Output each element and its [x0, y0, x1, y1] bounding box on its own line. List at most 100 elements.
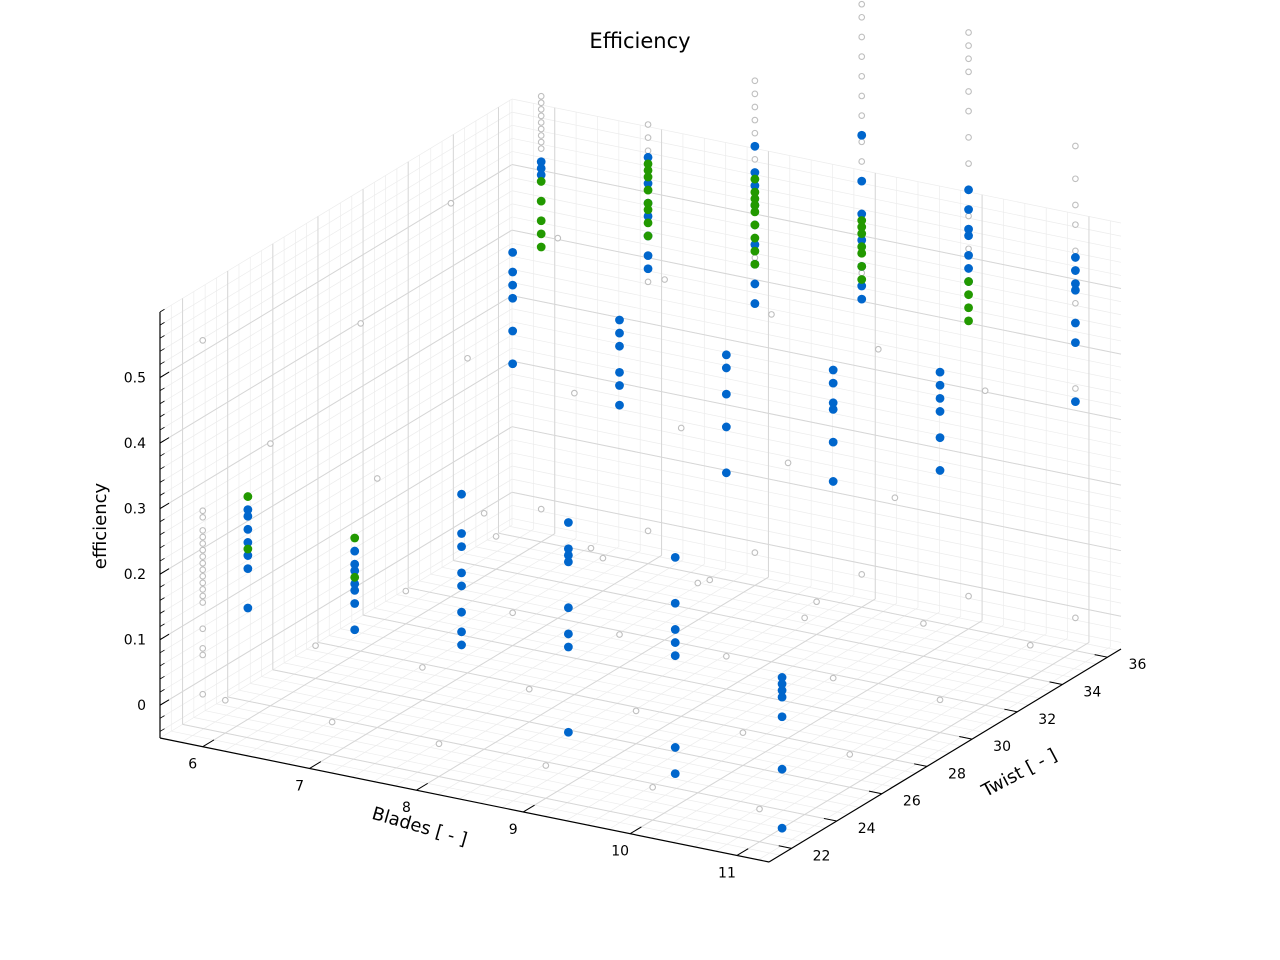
back-wall-grid-line — [511, 413, 1122, 538]
data-point-highlighted-designs — [643, 166, 653, 175]
data-point-other-designs — [1072, 385, 1079, 392]
floor-grid-line — [430, 573, 1040, 699]
left-wall-grid-line — [159, 98, 513, 313]
data-point-selected-designs — [563, 727, 573, 737]
data-point-other-designs — [571, 389, 578, 397]
back-wall-grid-line — [511, 216, 1122, 342]
y-tick-label: 34 — [1083, 685, 1101, 701]
data-point-highlighted-designs — [643, 159, 653, 169]
data-point-other-designs — [891, 494, 899, 502]
data-point-other-designs — [965, 42, 972, 49]
z-minor-tick — [159, 689, 165, 693]
data-point-selected-designs — [721, 363, 731, 373]
floor-grid-line — [441, 566, 1052, 692]
left-wall-grid-line — [159, 229, 513, 444]
data-point-other-designs — [1072, 142, 1079, 150]
data-point-other-designs — [751, 156, 759, 163]
data-point-selected-designs — [721, 389, 731, 399]
floor-grid-line — [453, 560, 1063, 685]
z-tick-label: 0.2 — [124, 567, 146, 583]
data-point-other-designs — [199, 572, 207, 580]
left-wall-grid-line — [159, 190, 513, 405]
floor-grid-line — [419, 580, 1029, 706]
z-minor-tick — [159, 361, 165, 365]
data-point-other-designs — [199, 592, 207, 600]
data-point-highlighted-designs — [857, 275, 867, 284]
back-wall-grid-line — [511, 518, 1122, 643]
data-point-selected-designs — [536, 170, 546, 180]
floor-grid-line — [408, 587, 1018, 713]
ticks-layer: 6 7 8 9 10 11 22 24 26 28 30 32 34 36 0 0.1 0.2 0.3 0.4 0.5 — [124, 371, 1147, 882]
z-minor-tick — [159, 453, 165, 457]
data-point-selected-designs — [750, 240, 760, 250]
z-minor-tick — [159, 715, 165, 719]
data-point-selected-designs — [721, 422, 731, 432]
left-wall-grid-line — [159, 518, 513, 732]
data-point-selected-designs — [828, 437, 838, 447]
data-point-other-designs — [199, 579, 207, 587]
data-point-selected-designs — [670, 743, 680, 752]
left-wall-grid-line — [159, 413, 513, 627]
x-tick-mark — [523, 804, 535, 813]
floor-grid-line — [498, 532, 1108, 658]
data-point-highlighted-designs — [857, 222, 867, 232]
data-point-selected-designs — [243, 511, 253, 521]
back-wall-grid-line — [511, 164, 1122, 290]
back-wall-grid-line — [511, 282, 1122, 407]
data-point-selected-designs — [828, 398, 838, 408]
floor-grid-line — [223, 537, 577, 752]
data-point-other-designs — [751, 90, 759, 98]
data-point-highlighted-designs — [857, 229, 867, 238]
data-point-other-designs — [965, 68, 972, 76]
data-point-other-designs — [537, 505, 545, 513]
z-minor-tick — [159, 400, 165, 405]
data-point-selected-designs — [670, 769, 680, 779]
data-point-other-designs — [751, 129, 759, 137]
floor-grid-line — [362, 614, 973, 740]
back-wall-grid-line — [511, 347, 1122, 473]
floor-grid-line — [216, 703, 826, 829]
data-point-other-designs — [661, 276, 668, 283]
data-point-highlighted-designs — [750, 200, 760, 210]
floor-grid-line — [171, 730, 781, 856]
data-point-other-designs — [858, 571, 866, 578]
data-point-other-designs — [419, 664, 426, 671]
data-point-selected-designs — [1071, 338, 1080, 348]
data-point-selected-designs — [643, 179, 653, 188]
data-point-other-designs — [739, 729, 747, 737]
data-point-other-designs — [221, 696, 229, 704]
floor-grid-line — [340, 628, 950, 754]
data-point-other-designs — [537, 112, 545, 120]
data-point-other-designs — [1072, 201, 1079, 209]
data-point-selected-designs — [1071, 253, 1080, 262]
left-wall-grid-line — [159, 282, 513, 496]
data-point-selected-designs — [457, 607, 466, 617]
data-point-selected-designs — [457, 529, 466, 538]
left-wall-grid-line — [159, 138, 513, 352]
data-point-highlighted-designs — [643, 185, 653, 195]
data-point-other-designs — [1072, 175, 1079, 183]
data-point-selected-designs — [457, 627, 466, 637]
left-wall-grid-line — [159, 334, 513, 549]
data-point-selected-designs — [750, 168, 760, 177]
data-point-other-designs — [858, 72, 866, 80]
axes-layer — [159, 308, 1122, 863]
z-minor-tick — [159, 557, 165, 562]
data-point-selected-designs — [1071, 397, 1080, 407]
data-point-selected-designs — [243, 551, 253, 560]
data-point-highlighted-designs — [536, 242, 546, 252]
data-point-other-designs — [858, 158, 866, 165]
data-point-other-designs — [756, 805, 763, 813]
data-point-selected-designs — [615, 400, 624, 410]
y-tick-mark — [1094, 654, 1108, 658]
back-wall-grid-line — [511, 400, 1122, 525]
data-point-other-designs — [965, 245, 972, 253]
data-point-highlighted-designs — [750, 233, 760, 243]
data-point-other-designs — [965, 592, 972, 600]
floor-grid-line — [309, 555, 662, 769]
data-point-other-designs — [435, 740, 443, 748]
data-point-selected-designs — [1071, 279, 1080, 289]
data-point-other-designs — [537, 132, 545, 139]
back-wall-grid-line — [511, 491, 1122, 617]
